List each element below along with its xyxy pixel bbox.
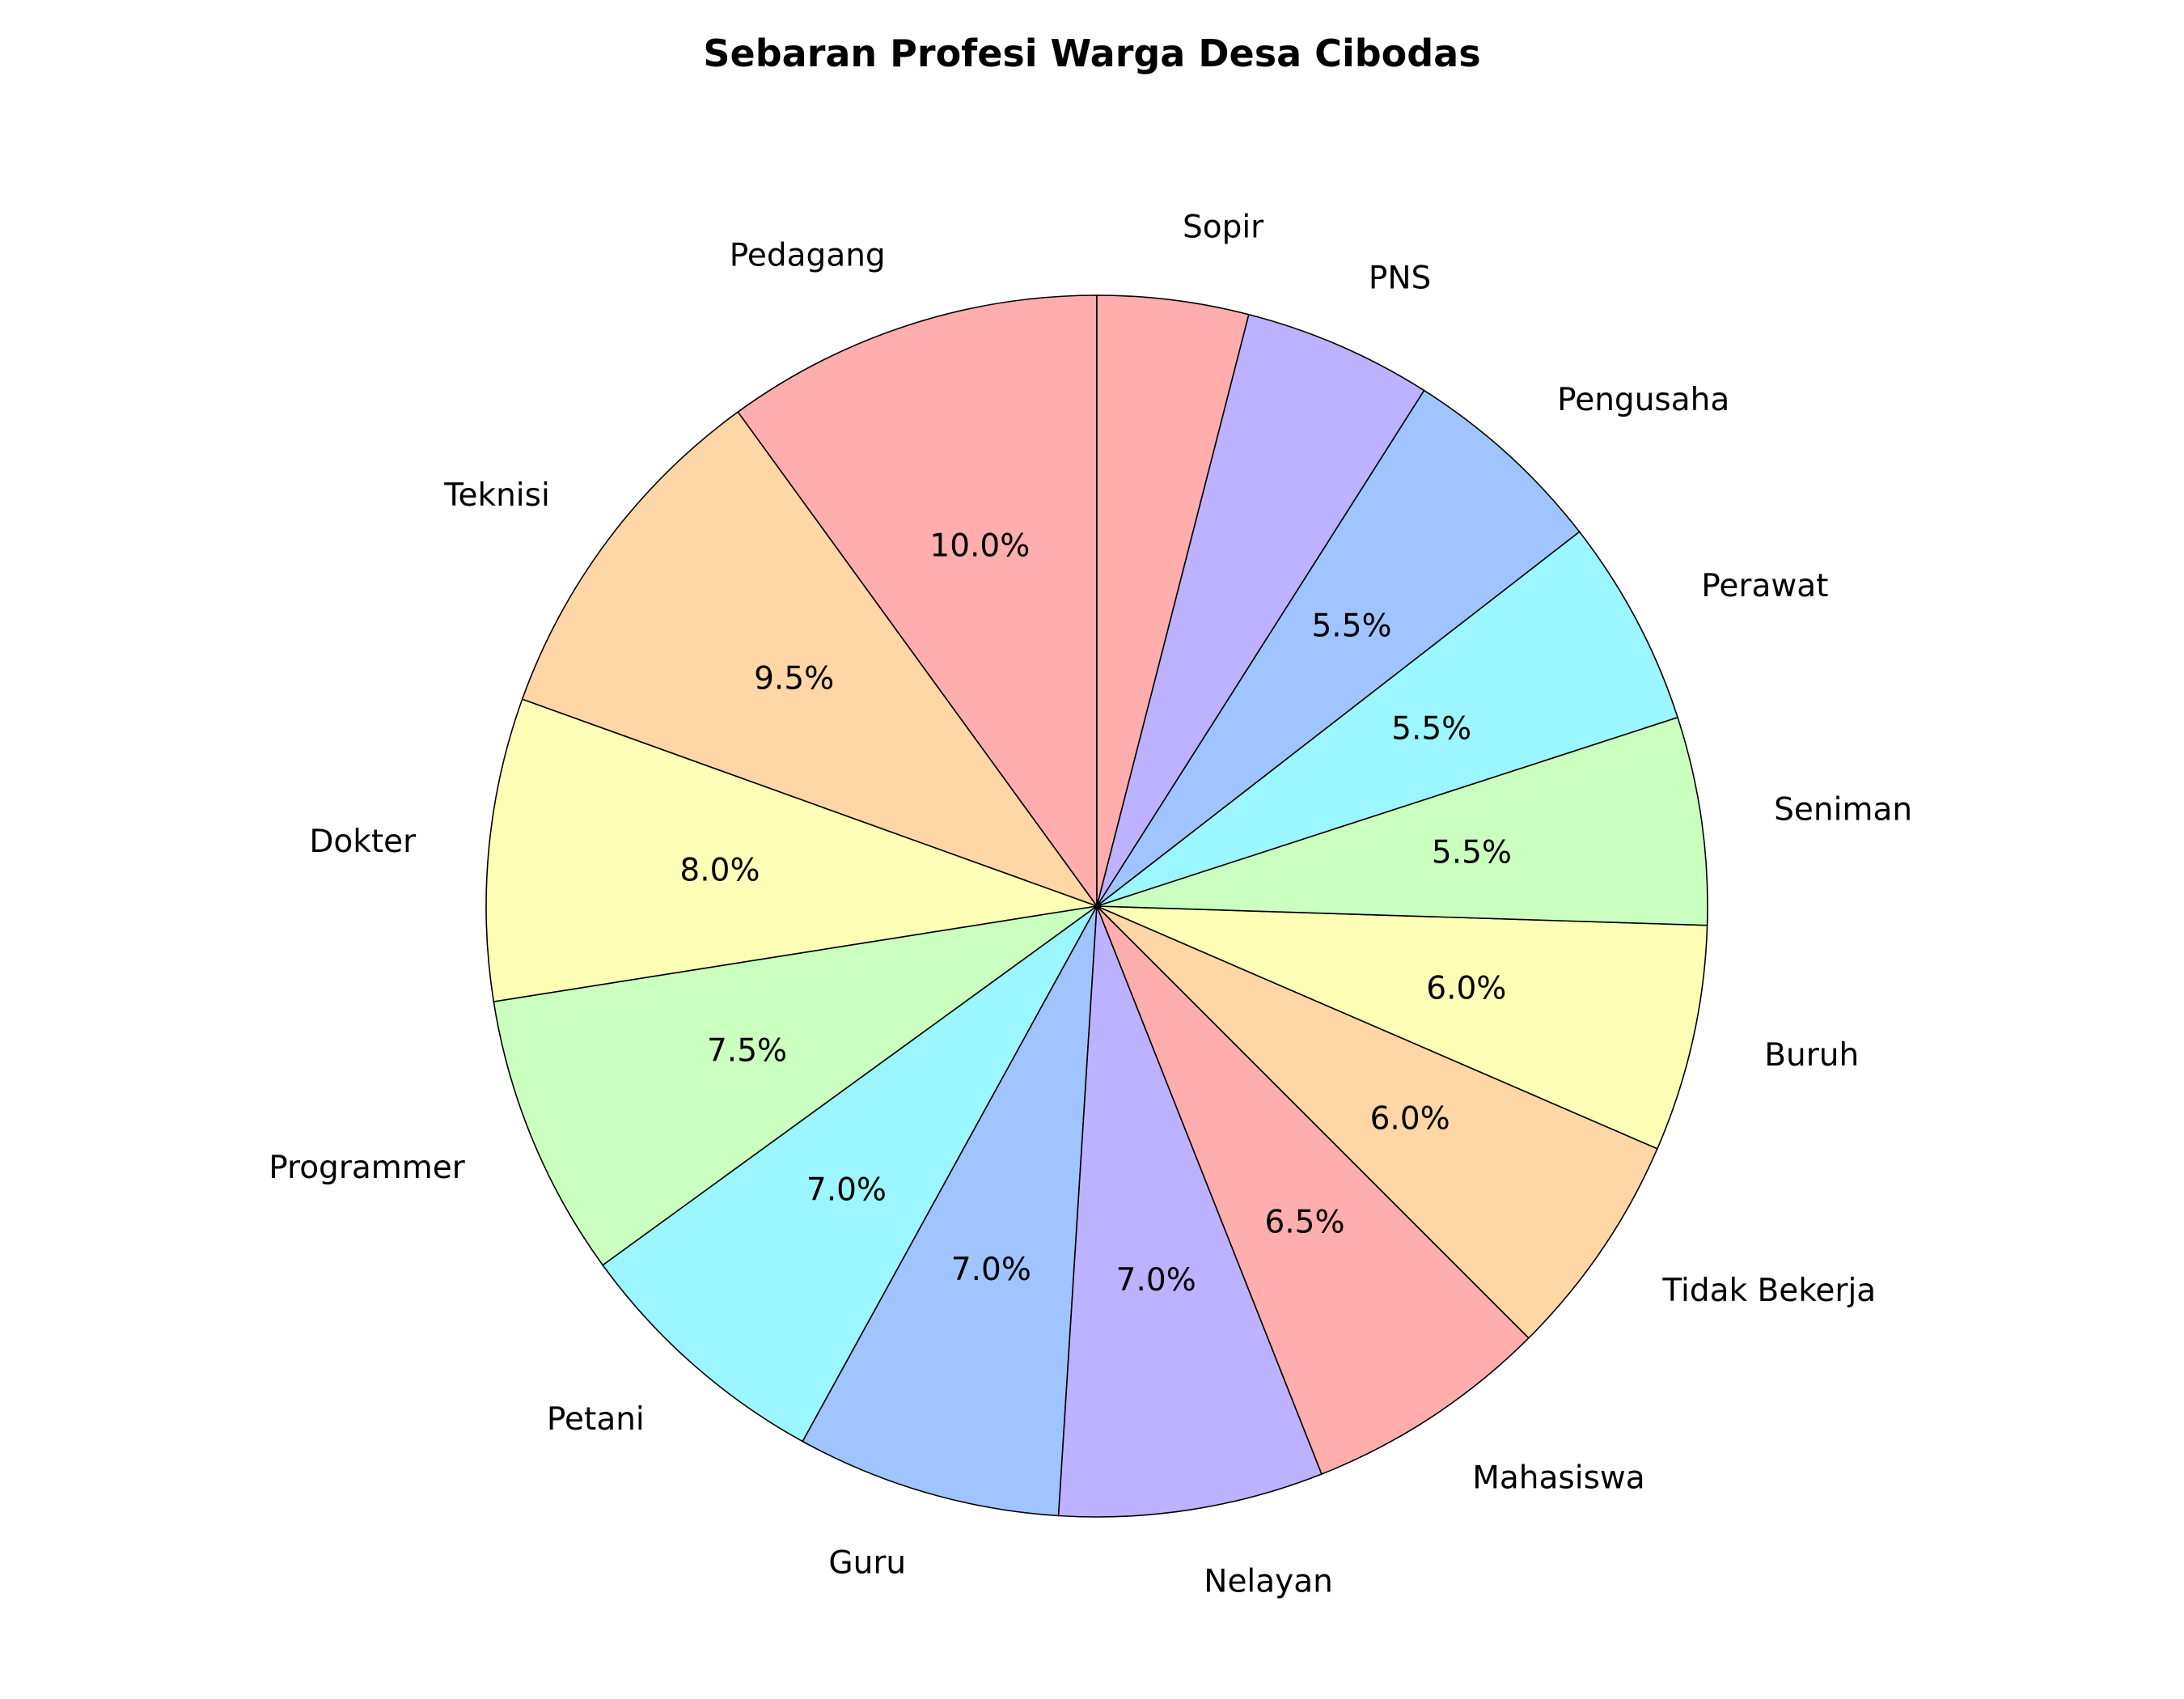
- pie-slices: [485, 294, 1708, 1518]
- pie-slice-pedagang: [737, 294, 1098, 909]
- slice-percent-label: 7.0%: [951, 1252, 1031, 1288]
- slice-percent-label: 5.5%: [1391, 710, 1471, 747]
- pie-slice-seniman: [1096, 716, 1708, 926]
- pie-slice-pns: [1096, 313, 1425, 907]
- pie-slice-tidak-bekerja: [1096, 905, 1658, 1340]
- slice-label: Nelayan: [1204, 1564, 1333, 1600]
- chart-title: Sebaran Profesi Warga Desa Cibodas: [703, 32, 1480, 75]
- slice-label: Dokter: [309, 824, 417, 860]
- slice-percent-label: 7.0%: [806, 1172, 887, 1209]
- slice-label: Teknisi: [443, 477, 549, 514]
- slice-percent-label: 6.0%: [1426, 971, 1506, 1007]
- pie-slice-buruh: [1096, 905, 1708, 1150]
- pie-slice-sopir: [1096, 294, 1250, 907]
- slice-label: PNS: [1369, 260, 1431, 296]
- pie-slice-guru: [802, 905, 1098, 1517]
- slice-percent-label: 6.0%: [1370, 1101, 1450, 1138]
- slice-percent-label: 7.0%: [1116, 1262, 1196, 1299]
- pie-slice-programmer: [493, 905, 1098, 1266]
- pie-slice-dokter: [485, 698, 1098, 1003]
- slice-label: Sopir: [1183, 210, 1264, 246]
- slice-percent-label: 7.5%: [707, 1033, 787, 1070]
- pie-slice-perawat: [1096, 531, 1679, 907]
- pie-slice-pengusaha: [1096, 389, 1581, 907]
- slice-label: Perawat: [1701, 568, 1828, 604]
- slice-percent-label: 6.5%: [1264, 1205, 1344, 1241]
- pie-labels: Pedagang 10.0% Teknisi 9.5% Dokter 8.0% Progra…: [269, 210, 1912, 1600]
- slice-percent-label: 5.5%: [1311, 608, 1391, 644]
- pie-slice-teknisi: [521, 411, 1099, 908]
- slice-label: Programmer: [269, 1150, 466, 1186]
- slice-percent-label: 5.5%: [1432, 835, 1512, 871]
- slice-percent-label: 9.5%: [754, 660, 834, 697]
- slice-label: Petani: [547, 1401, 645, 1438]
- pie-slice-petani: [602, 905, 1098, 1443]
- slice-label: Pedagang: [730, 237, 886, 273]
- slice-label: Pengusaha: [1557, 382, 1729, 418]
- slice-percent-label: 10.0%: [929, 527, 1030, 564]
- slice-label: Buruh: [1764, 1037, 1859, 1074]
- slice-label: Mahasiswa: [1472, 1460, 1644, 1496]
- slice-label: Guru: [828, 1545, 906, 1582]
- pie-slice-nelayan: [1057, 905, 1323, 1518]
- slice-label: Tidak Bekerja: [1661, 1273, 1876, 1309]
- pie-slice-mahasiswa: [1096, 905, 1530, 1476]
- slice-label: Seniman: [1774, 791, 1912, 828]
- slice-percent-label: 8.0%: [679, 852, 760, 888]
